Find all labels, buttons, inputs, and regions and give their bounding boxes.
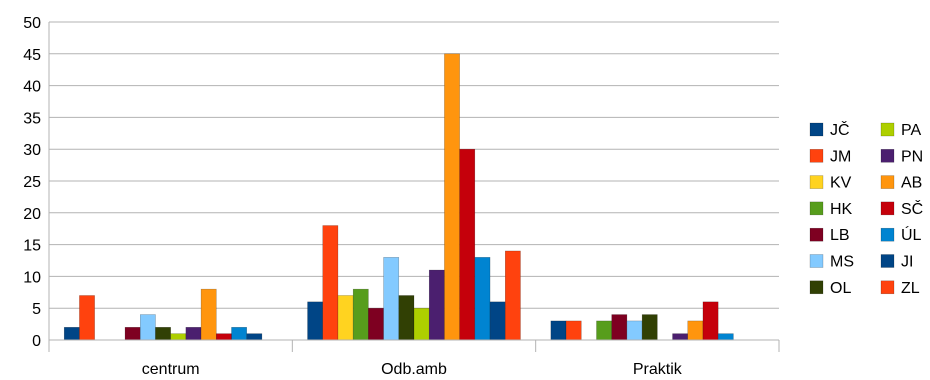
legend-swatch [809, 175, 824, 189]
bar [687, 320, 704, 341]
legend-swatch [880, 280, 895, 295]
legend-label: KV [830, 175, 852, 192]
legend-item: KV [809, 175, 852, 192]
legend-swatch [880, 254, 895, 268]
legend-item: JM [809, 148, 851, 165]
legend-swatch [880, 149, 895, 163]
bar [231, 327, 247, 341]
legend-swatch [809, 149, 824, 163]
x-tick-label: Odb.amb [381, 361, 447, 378]
bar [307, 301, 323, 341]
bar [322, 225, 339, 341]
bar [216, 333, 232, 341]
legend-item: ÚL [880, 225, 922, 244]
legend-label: SČ [901, 199, 923, 218]
y-tick-label: 15 [23, 238, 41, 255]
legend-swatch [880, 175, 895, 189]
y-axis-tick-labels: 0 5 10 15 20 25 30 35 40 45 50 [23, 15, 41, 350]
legend-swatch [809, 227, 824, 242]
legend-item: JI [880, 254, 913, 271]
bar [368, 307, 384, 341]
y-tick-label: 35 [23, 110, 41, 127]
bar [702, 301, 719, 341]
legend-swatch [809, 122, 824, 137]
legend-label: AB [901, 175, 922, 192]
legend-item: AB [880, 175, 922, 192]
bar [155, 327, 171, 341]
x-axis-tick-labels: centrum Odb.amb Praktik [142, 361, 683, 378]
legend-label: ZL [901, 280, 920, 297]
bar [63, 327, 80, 341]
bar [79, 295, 95, 341]
legend-swatch [809, 280, 824, 295]
bar [626, 320, 643, 341]
y-tick-label: 30 [23, 142, 41, 159]
gridlines [49, 21, 779, 309]
legend-item: PA [880, 122, 921, 139]
bar [398, 295, 415, 341]
bar [428, 269, 445, 341]
legend-swatch [880, 122, 895, 137]
bar [565, 320, 582, 341]
bar [717, 333, 734, 341]
y-tick-label: 40 [23, 79, 41, 96]
bar [474, 257, 491, 341]
legend-label: OL [830, 280, 851, 297]
y-tick-label: 20 [23, 206, 41, 223]
bar [459, 148, 476, 341]
legend-label: JM [830, 148, 851, 165]
bar [550, 320, 567, 341]
bar [337, 295, 354, 341]
y-tick-label: 25 [23, 174, 41, 191]
bar [641, 314, 658, 341]
legend-label: JI [901, 254, 913, 271]
y-tick-label: 5 [32, 301, 41, 318]
legend-item: HK [809, 201, 853, 218]
bar [413, 307, 430, 341]
bar [246, 333, 263, 341]
legend-label: MS [830, 254, 854, 271]
axes [48, 22, 780, 352]
legend-item: MS [809, 254, 854, 271]
legend-item: OL [809, 280, 851, 297]
y-tick-label: 45 [23, 47, 41, 64]
y-tick-label: 10 [23, 269, 41, 286]
legend-label: LB [830, 227, 850, 244]
legend: JČ JM KV HK LB MS OL PA PN AB SČ ÚL JI ZL [809, 120, 923, 297]
x-tick-label: centrum [142, 361, 200, 378]
legend-swatch [880, 227, 895, 242]
legend-item: PN [880, 148, 923, 165]
bars [63, 53, 734, 341]
y-tick-label: 50 [23, 15, 41, 32]
bar [596, 320, 612, 341]
legend-item: ZL [880, 280, 920, 297]
bar [489, 301, 506, 341]
legend-item: JČ [809, 120, 850, 139]
bar [672, 333, 689, 341]
bar [200, 288, 217, 341]
bar [611, 314, 628, 341]
bar [170, 333, 187, 341]
bar [124, 327, 141, 341]
bar [444, 53, 460, 341]
legend-label: PN [901, 148, 923, 165]
bar [352, 288, 369, 341]
y-tick-label: 0 [32, 333, 41, 350]
bar [140, 314, 156, 341]
bar [185, 327, 202, 341]
legend-swatch [809, 201, 824, 216]
bar [383, 257, 400, 341]
legend-label: JČ [830, 120, 850, 139]
bar [505, 250, 521, 341]
legend-label: ÚL [901, 225, 922, 244]
legend-label: PA [901, 122, 921, 139]
legend-item: LB [809, 227, 850, 244]
legend-swatch [880, 201, 895, 216]
legend-swatch [809, 254, 824, 268]
legend-label: HK [830, 201, 853, 218]
x-tick-label: Praktik [633, 361, 683, 378]
legend-item: SČ [880, 199, 923, 218]
